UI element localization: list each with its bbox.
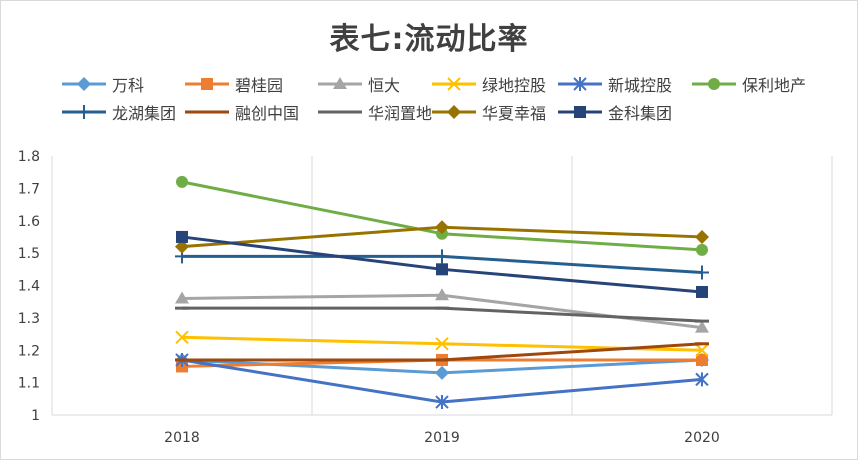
data-point — [696, 353, 708, 366]
data-point — [436, 263, 448, 276]
data-point — [695, 265, 709, 280]
data-point — [435, 220, 449, 235]
x-tick-label: 2019 — [424, 430, 460, 446]
data-point — [435, 337, 449, 351]
series-group — [175, 306, 709, 323]
data-point — [435, 288, 449, 301]
data-point — [696, 243, 708, 256]
data-point — [175, 291, 189, 304]
y-tick-label: 1.8 — [18, 149, 40, 165]
y-tick-label: 1.1 — [18, 376, 40, 392]
data-point — [695, 343, 709, 357]
y-tick-label: 1.7 — [18, 181, 40, 197]
x-tick-label: 2018 — [164, 430, 200, 446]
data-point — [435, 395, 449, 410]
x-tick-label: 2020 — [684, 430, 720, 446]
series-group — [175, 220, 709, 254]
chart-title: 表七:流动比率 — [329, 22, 529, 57]
data-point — [695, 372, 709, 387]
data-point — [695, 320, 709, 333]
series-group — [175, 352, 709, 410]
y-tick-label: 1.3 — [18, 311, 40, 327]
y-tick-label: 1.2 — [18, 343, 40, 359]
series-group — [175, 330, 709, 357]
data-point — [696, 285, 708, 298]
series-group — [176, 230, 708, 298]
data-point — [176, 175, 188, 188]
series-group — [175, 342, 709, 362]
series-group — [176, 175, 708, 256]
data-point — [175, 239, 189, 254]
data-point — [695, 229, 709, 244]
y-tick-label: 1.4 — [18, 279, 40, 295]
series-group — [175, 288, 709, 333]
y-tick-label: 1.6 — [18, 214, 40, 230]
y-tick-label: 1.5 — [18, 246, 40, 262]
data-point — [176, 230, 188, 243]
data-point — [435, 365, 449, 380]
y-tick-label: 1 — [31, 408, 40, 424]
data-point — [175, 330, 189, 345]
data-point — [435, 249, 449, 264]
